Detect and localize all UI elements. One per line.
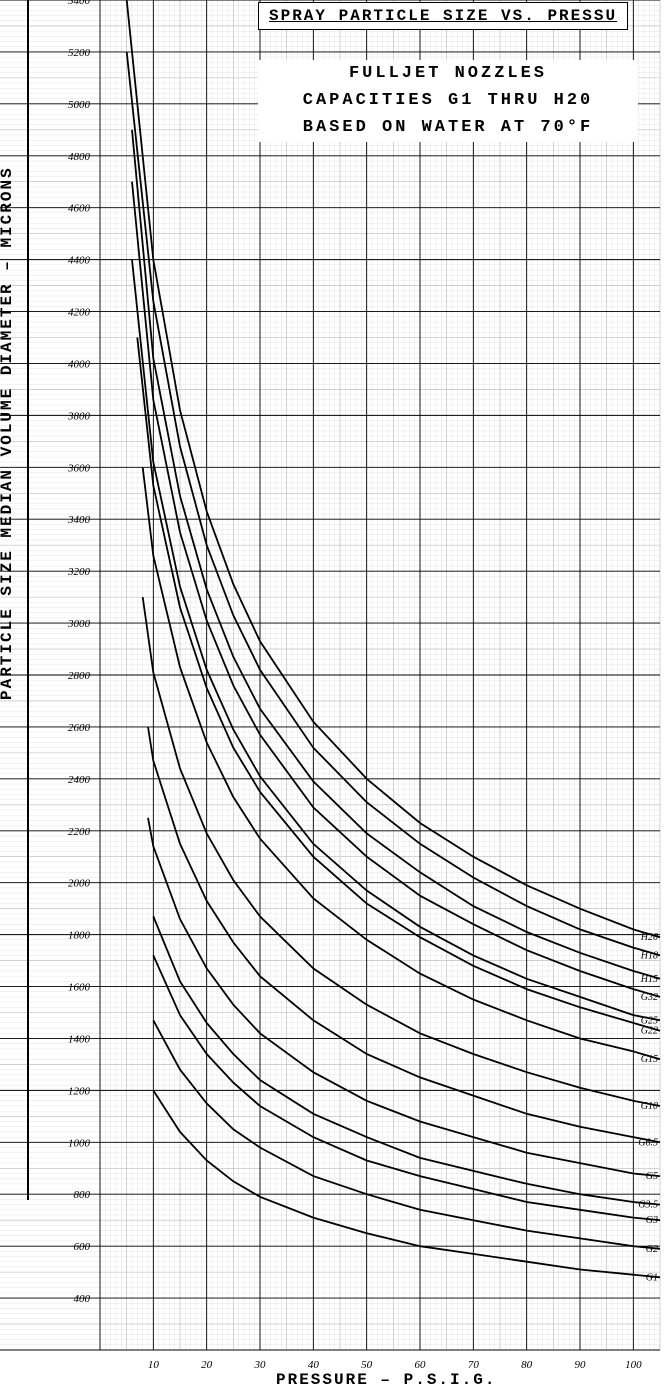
series-label-G10: G10 — [641, 1101, 658, 1112]
svg-text:1600: 1600 — [68, 982, 91, 994]
svg-text:50: 50 — [361, 1359, 373, 1371]
svg-text:2400: 2400 — [68, 774, 91, 786]
series-G32 — [132, 182, 660, 997]
svg-text:2200: 2200 — [68, 826, 91, 838]
svg-text:60: 60 — [415, 1359, 427, 1371]
svg-text:70: 70 — [468, 1359, 480, 1371]
svg-text:3200: 3200 — [67, 566, 91, 578]
svg-text:400: 400 — [74, 1293, 91, 1305]
svg-text:100: 100 — [625, 1359, 642, 1371]
svg-text:4200: 4200 — [68, 307, 91, 319]
subtitle-line-2: CAPACITIES G1 THRU H20 — [258, 87, 638, 114]
svg-text:10: 10 — [148, 1359, 160, 1371]
series-label-G6.5: G6.5 — [638, 1137, 658, 1148]
series-label-G22: G22 — [641, 1026, 658, 1037]
series-label-G5: G5 — [646, 1171, 658, 1182]
svg-text:4600: 4600 — [68, 203, 91, 215]
svg-text:3600: 3600 — [67, 462, 91, 474]
x-axis-label: PRESSURE – P.S.I.G. — [270, 1371, 502, 1389]
svg-text:4000: 4000 — [68, 358, 91, 370]
svg-text:1800: 1800 — [68, 930, 91, 942]
svg-text:1200: 1200 — [68, 1085, 91, 1097]
svg-text:1000: 1000 — [68, 1137, 91, 1149]
svg-text:800: 800 — [74, 1189, 91, 1201]
svg-text:5400: 5400 — [68, 0, 91, 7]
y-axis-label: PARTICLE SIZE MEDIAN VOLUME DIAMETER – M… — [0, 166, 16, 700]
svg-text:80: 80 — [521, 1359, 533, 1371]
svg-text:3000: 3000 — [67, 618, 91, 630]
series-label-H20: H20 — [640, 932, 658, 943]
x-tick-labels: 10 20 30 40 50 60 70 80 90 100 — [148, 1359, 642, 1371]
svg-text:2800: 2800 — [68, 670, 91, 682]
series-G2 — [153, 1020, 660, 1249]
svg-text:1400: 1400 — [68, 1033, 91, 1045]
series-label-G15: G15 — [641, 1054, 658, 1065]
svg-text:4400: 4400 — [68, 255, 91, 267]
svg-text:3400: 3400 — [67, 514, 91, 526]
svg-text:90: 90 — [575, 1359, 587, 1371]
series-label-H15: H15 — [640, 974, 658, 985]
chart-svg: 400 600 800 1000 1200 1400 1600 1800 2000 2200 240… — [0, 0, 668, 1391]
svg-text:5000: 5000 — [68, 99, 91, 111]
chart-container: 400 600 800 1000 1200 1400 1600 1800 2000 2200 240… — [0, 0, 668, 1391]
svg-text:600: 600 — [74, 1241, 91, 1253]
subtitle-line-3: BASED ON WATER AT 70°F — [258, 114, 638, 141]
svg-text:2000: 2000 — [68, 878, 91, 890]
chart-title: SPRAY PARTICLE SIZE VS. PRESSU — [258, 2, 628, 30]
svg-text:3800: 3800 — [67, 410, 91, 422]
series-label-G32: G32 — [641, 992, 658, 1003]
series-G3.5 — [153, 916, 660, 1204]
y-tick-labels: 400 600 800 1000 1200 1400 1600 1800 2000 2200 240… — [67, 0, 91, 1305]
series-G3 — [153, 955, 660, 1220]
series-label-G3: G3 — [646, 1215, 658, 1226]
chart-subtitle: FULLJET NOZZLES CAPACITIES G1 THRU H20 B… — [258, 60, 638, 142]
svg-text:2600: 2600 — [68, 722, 91, 734]
svg-text:40: 40 — [308, 1359, 320, 1371]
svg-text:30: 30 — [254, 1359, 267, 1371]
svg-text:5200: 5200 — [68, 47, 91, 59]
svg-text:20: 20 — [201, 1359, 213, 1371]
series-label-G2: G2 — [646, 1244, 658, 1255]
svg-text:4800: 4800 — [68, 151, 91, 163]
series-label-H18: H18 — [640, 950, 658, 961]
subtitle-line-1: FULLJET NOZZLES — [258, 60, 638, 87]
series-label-G25: G25 — [641, 1015, 658, 1026]
series-label-G3.5: G3.5 — [638, 1200, 658, 1211]
series-label-G1: G1 — [646, 1272, 658, 1283]
